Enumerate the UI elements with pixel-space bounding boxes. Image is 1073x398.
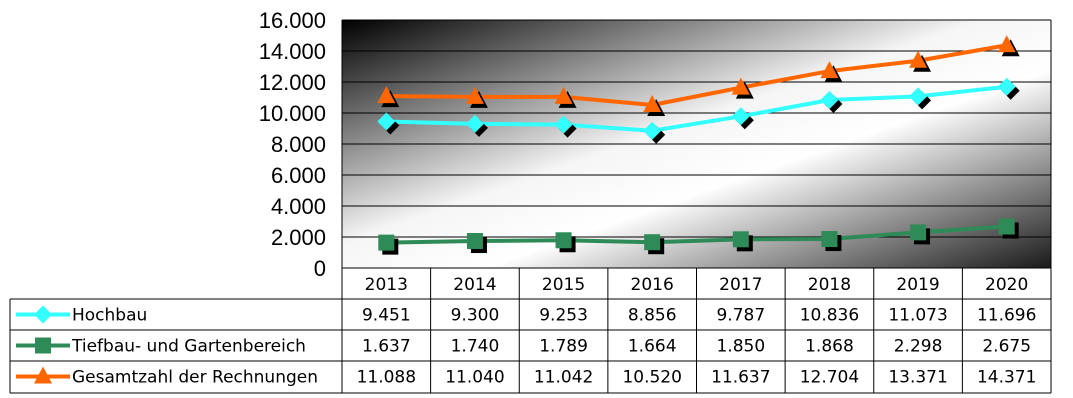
data-cell: 9.787 [716, 306, 765, 326]
data-point [643, 121, 662, 140]
grid-lines [341, 19, 1052, 269]
data-cell: 1.664 [628, 337, 677, 357]
data-cell: 11.696 [977, 306, 1036, 326]
data-point [997, 35, 1016, 53]
data-point [643, 94, 662, 112]
data-cell: 14.371 [977, 368, 1036, 388]
series-line [386, 43, 1008, 107]
data-cell: 2.675 [982, 337, 1031, 357]
data-cell: 9.451 [362, 306, 411, 326]
x-tick-label: 2014 [453, 275, 496, 295]
legend-key-marker [34, 305, 52, 324]
series-line [386, 224, 1007, 245]
data-cell: 1.637 [362, 337, 411, 357]
y-tick-label: 2.000 [271, 225, 326, 250]
data-point [465, 114, 484, 133]
data-cell: 10.520 [622, 368, 681, 388]
data-cell: 11.088 [357, 368, 416, 388]
series-line [386, 84, 1007, 133]
series-lines [377, 35, 1020, 255]
data-point [998, 218, 1015, 235]
data-cell: 1.740 [451, 337, 500, 357]
data-point [466, 233, 483, 250]
data-point [554, 115, 573, 134]
data-point [731, 107, 750, 126]
data-point [644, 234, 661, 251]
data-point [465, 86, 484, 104]
data-point [377, 112, 396, 131]
y-axis: 0 2.000 4.000 6.000 8.000 10.000 12.000 14.000 1… [259, 8, 326, 281]
x-tick-label: 2020 [985, 275, 1028, 295]
data-cell: 11.073 [888, 306, 947, 326]
data-cell: 9.253 [539, 306, 588, 326]
data-point [731, 77, 750, 95]
y-tick-label: 0 [314, 256, 326, 281]
data-cell: 1.868 [805, 337, 854, 357]
data-point [820, 61, 839, 79]
y-tick-label: 12.000 [259, 70, 326, 95]
data-table: 2013 2014 2015 2016 2017 2018 2019 2020 Hochbau 9… [9, 267, 1052, 394]
data-cell: 1.850 [716, 337, 765, 357]
data-cell: 1.789 [539, 337, 588, 357]
data-cell: 11.637 [711, 368, 770, 388]
data-point [909, 87, 928, 106]
x-tick-label: 2017 [719, 275, 762, 295]
data-cell: 11.040 [445, 368, 504, 388]
y-tick-label: 16.000 [259, 8, 326, 33]
y-tick-label: 14.000 [259, 39, 326, 64]
x-tick-label: 2013 [365, 275, 408, 295]
data-cell: 11.042 [534, 368, 593, 388]
data-point [910, 224, 927, 241]
legend-label: Hochbau [72, 306, 147, 326]
data-point [909, 50, 928, 68]
data-point [378, 234, 395, 251]
y-tick-label: 10.000 [259, 101, 326, 126]
x-tick-label: 2015 [542, 275, 585, 295]
data-cell: 9.300 [451, 306, 500, 326]
data-point [554, 86, 573, 104]
legend-key-marker [35, 337, 51, 354]
data-point [555, 232, 572, 249]
legend-label: Tiefbau- und Gartenbereich [71, 337, 306, 357]
y-tick-label: 6.000 [271, 163, 326, 188]
data-cell: 10.836 [800, 306, 859, 326]
y-tick-label: 8.000 [271, 132, 326, 157]
data-point [997, 77, 1016, 96]
data-point [732, 231, 749, 248]
x-tick-label: 2018 [808, 275, 851, 295]
y-tick-label: 4.000 [271, 194, 326, 219]
data-cell: 2.298 [894, 337, 943, 357]
data-point [377, 86, 396, 104]
legend-label: Gesamtzahl der Rechnungen [72, 368, 318, 388]
data-cell: 8.856 [628, 306, 677, 326]
x-tick-label: 2016 [631, 275, 674, 295]
data-cell: 12.704 [800, 368, 859, 388]
data-cell: 13.371 [888, 368, 947, 388]
data-point [821, 231, 838, 248]
data-point [820, 91, 839, 110]
x-tick-label: 2019 [896, 275, 939, 295]
legend-key-marker [34, 366, 52, 384]
